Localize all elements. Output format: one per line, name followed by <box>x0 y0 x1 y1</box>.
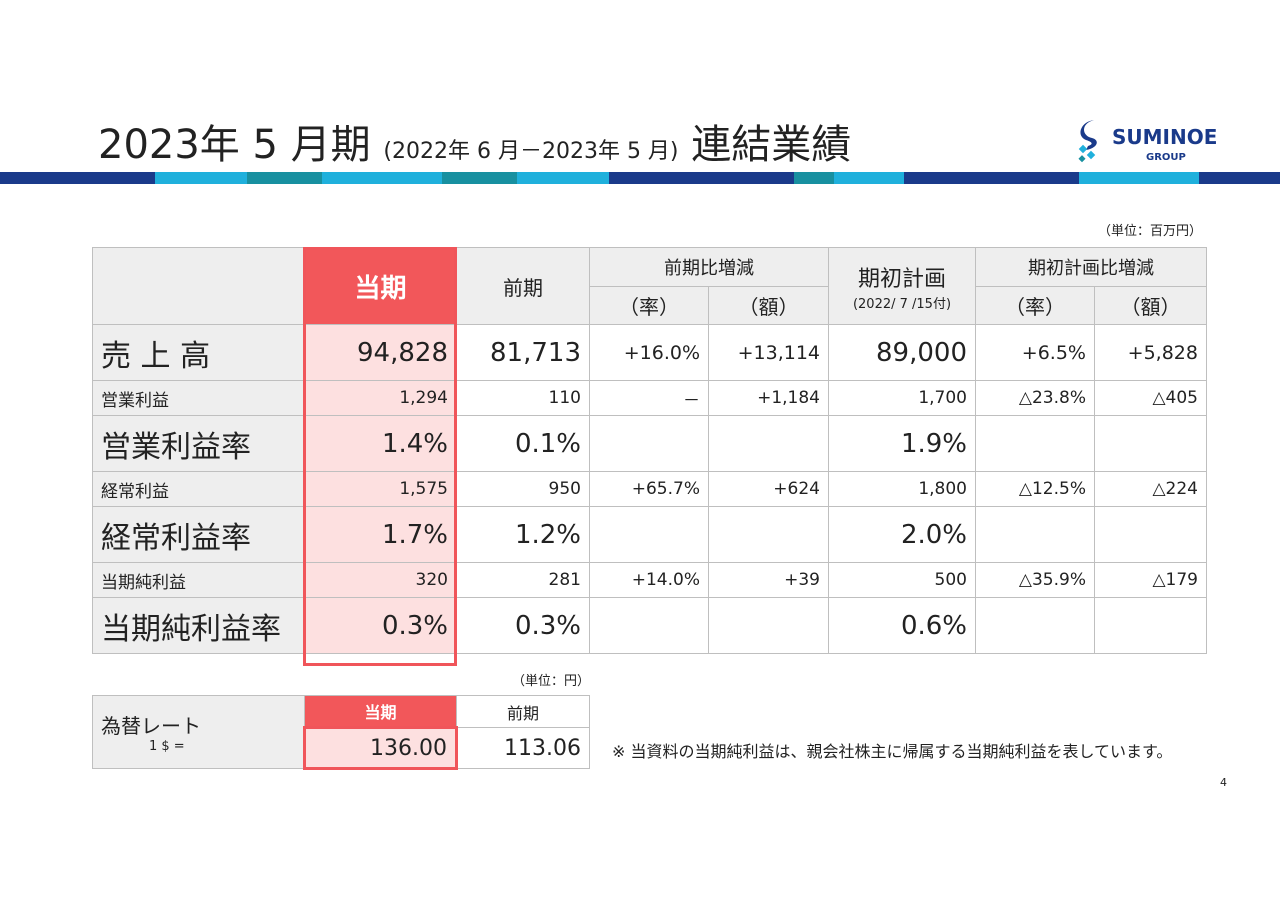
cell: 1.9% <box>828 415 976 472</box>
header-previous: 前期 <box>456 247 590 325</box>
cell <box>975 597 1095 654</box>
row-label: 当期純利益率 <box>92 597 305 654</box>
header-plan-date: (2022/ 7 /15付) <box>852 296 952 312</box>
table-row: 営業利益 1,294 110 － +1,184 1,700 △23.8% △405 <box>92 380 1207 416</box>
header-amount: （額） <box>708 286 829 325</box>
cell: +65.7% <box>589 471 709 507</box>
cell <box>589 415 709 472</box>
stripe <box>0 172 1280 184</box>
cell <box>1094 506 1207 563</box>
table-row: 当期純利益 320 281 +14.0% +39 500 △35.9% △179 <box>92 562 1207 598</box>
table-row: 売 上 高 94,828 81,713 +16.0% +13,114 89,000 +6.5… <box>92 324 1207 381</box>
table-row: 当期純利益率 0.3% 0.3% 0.6% <box>92 597 1207 654</box>
fx-unit-note: （単位：円） <box>512 674 591 689</box>
header-rate: （率） <box>589 286 709 325</box>
cell: 110 <box>456 380 590 416</box>
fx-previous: 113.06 <box>456 727 590 769</box>
cell: +5,828 <box>1094 324 1207 381</box>
row-label: 営業利益 <box>92 380 305 416</box>
cell: △179 <box>1094 562 1207 598</box>
fx-header-previous: 前期 <box>456 695 590 728</box>
header-plan: 期初計画 <box>857 266 946 292</box>
cell: 1.7% <box>304 506 457 563</box>
row-label: 営業利益率 <box>92 415 305 472</box>
cell: +624 <box>708 471 829 507</box>
cell: 1.2% <box>456 506 590 563</box>
row-label: 経常利益 <box>92 471 305 507</box>
logo-name: SUMINOE <box>1112 125 1216 149</box>
cell <box>1094 415 1207 472</box>
fx-table: 為替レート 1 $ = 当期 前期 136.00 113.06 <box>92 695 590 770</box>
cell: 500 <box>828 562 976 598</box>
cell: △405 <box>1094 380 1207 416</box>
cell <box>708 506 829 563</box>
cell: 0.1% <box>456 415 590 472</box>
cell: +1,184 <box>708 380 829 416</box>
header-vs-previous: 前期比増減 <box>589 247 829 287</box>
cell <box>589 506 709 563</box>
row-label: 当期純利益 <box>92 562 305 598</box>
logo-mark: SUMINOE GROUP <box>1078 120 1217 163</box>
cell: 1,294 <box>304 380 457 416</box>
results-table: 当期 前期 前期比増減 期初計画 (2022/ 7 /15付) 期初計画比増減 （… <box>92 247 1207 654</box>
title-tail: 連結業績 <box>691 122 852 168</box>
logo-sub: GROUP <box>1146 152 1186 163</box>
cell: 281 <box>456 562 590 598</box>
header-vs-plan: 期初計画比増減 <box>975 247 1207 287</box>
cell: 0.6% <box>828 597 976 654</box>
cell: 2.0% <box>828 506 976 563</box>
cell: △12.5% <box>975 471 1095 507</box>
unit-note: （単位：百万円） <box>1098 224 1203 239</box>
fx-current: 136.00 <box>303 726 458 770</box>
cell: 81,713 <box>456 324 590 381</box>
header-current: 当期 <box>304 247 457 325</box>
cell: +16.0% <box>589 324 709 381</box>
fx-label: 為替レート <box>101 714 201 738</box>
fx-header-current: 当期 <box>304 695 457 728</box>
cell: 94,828 <box>304 324 457 381</box>
cell: 0.3% <box>456 597 590 654</box>
cell: 320 <box>304 562 457 598</box>
cell: +39 <box>708 562 829 598</box>
row-label: 売 上 高 <box>92 324 305 381</box>
cell <box>975 506 1095 563</box>
title-main: 2023年 5 月期 <box>98 122 371 168</box>
cell: 1.4% <box>304 415 457 472</box>
cell <box>975 415 1095 472</box>
cell: +6.5% <box>975 324 1095 381</box>
header-rate: （率） <box>975 286 1095 325</box>
cell: － <box>589 380 709 416</box>
cell <box>1094 597 1207 654</box>
fx-sub-label: 1 $ = <box>149 739 185 754</box>
header-plan-cell: 期初計画 (2022/ 7 /15付) <box>828 247 976 325</box>
cell: +14.0% <box>589 562 709 598</box>
cell <box>589 597 709 654</box>
cell: 1,700 <box>828 380 976 416</box>
table-row: 経常利益率 1.7% 1.2% 2.0% <box>92 506 1207 563</box>
cell: 1,575 <box>304 471 457 507</box>
row-label: 経常利益率 <box>92 506 305 563</box>
cell <box>708 597 829 654</box>
title-period: (2022年 6 月－2023年 5 月) <box>383 139 679 164</box>
fx-label-cell: 為替レート 1 $ = <box>92 695 305 769</box>
corner <box>92 247 305 325</box>
cell: 89,000 <box>828 324 976 381</box>
logo: SUMINOE GROUP <box>1076 116 1217 170</box>
page-number: 4 <box>1220 776 1227 789</box>
cell: 0.3% <box>304 597 457 654</box>
table-row: 営業利益率 1.4% 0.1% 1.9% <box>92 415 1207 472</box>
footnote: ※ 当資料の当期純利益は、親会社株主に帰属する当期純利益を表しています。 <box>612 742 1173 761</box>
cell: 1,800 <box>828 471 976 507</box>
cell: +13,114 <box>708 324 829 381</box>
cell: △224 <box>1094 471 1207 507</box>
cell: △35.9% <box>975 562 1095 598</box>
cell: 950 <box>456 471 590 507</box>
header-amount: （額） <box>1094 286 1207 325</box>
cell: △23.8% <box>975 380 1095 416</box>
title: 2023年 5 月期 (2022年 6 月－2023年 5 月) 連結業績 <box>98 112 851 170</box>
table-row: 経常利益 1,575 950 +65.7% +624 1,800 △12.5% △224 <box>92 471 1207 507</box>
cell <box>708 415 829 472</box>
